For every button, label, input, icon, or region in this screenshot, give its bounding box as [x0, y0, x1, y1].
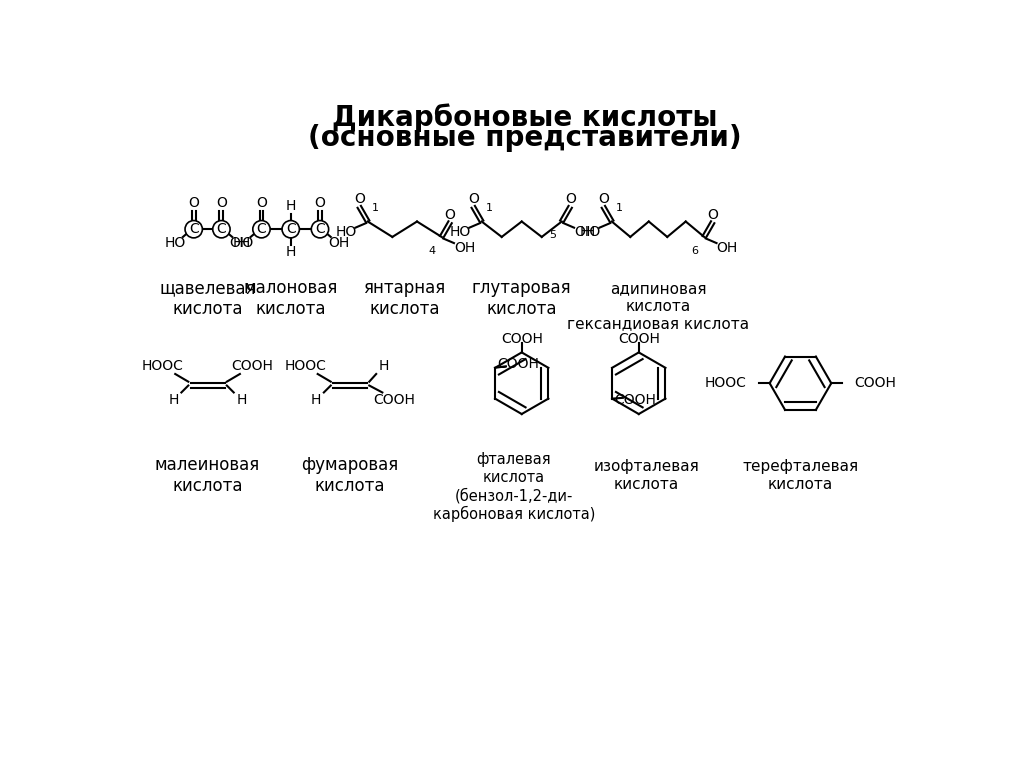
Text: малоновая
кислота: малоновая кислота: [244, 279, 338, 318]
Text: COOH: COOH: [501, 332, 543, 346]
Text: O: O: [354, 192, 365, 206]
Text: HOOC: HOOC: [285, 359, 327, 373]
Text: H: H: [379, 359, 389, 373]
Text: C: C: [315, 222, 325, 237]
Text: H: H: [286, 199, 296, 214]
Text: 1: 1: [485, 203, 493, 213]
Text: O: O: [216, 196, 227, 210]
Text: HOOC: HOOC: [142, 359, 184, 373]
Text: HO: HO: [165, 236, 185, 250]
Text: (основные представители): (основные представители): [308, 124, 741, 152]
Text: COOH: COOH: [231, 359, 273, 373]
Text: O: O: [188, 196, 199, 210]
Text: C: C: [286, 222, 296, 237]
Text: O: O: [598, 192, 609, 206]
Text: H: H: [311, 393, 322, 407]
Text: 1: 1: [616, 203, 623, 213]
Text: H: H: [237, 393, 247, 407]
Text: HO: HO: [580, 225, 601, 240]
Text: адипиновая
кислота
гександиовая кислота: адипиновая кислота гександиовая кислота: [567, 281, 750, 331]
Text: COOH: COOH: [614, 393, 656, 407]
Text: C: C: [216, 222, 226, 237]
Text: O: O: [468, 192, 478, 206]
Text: Дикарбоновые кислоты: Дикарбоновые кислоты: [332, 103, 718, 132]
Text: глутаровая
кислота: глутаровая кислота: [472, 279, 571, 318]
Text: HOOC: HOOC: [705, 376, 746, 390]
Text: терефталевая
кислота: терефталевая кислота: [742, 459, 858, 492]
Text: OH: OH: [328, 236, 349, 250]
Text: H: H: [286, 245, 296, 260]
Text: HO: HO: [336, 225, 356, 240]
Text: H: H: [169, 393, 179, 407]
Text: OH: OH: [454, 240, 475, 255]
Text: O: O: [444, 207, 456, 221]
Text: HO: HO: [450, 225, 471, 240]
Text: COOH: COOH: [498, 357, 539, 371]
Text: O: O: [708, 207, 718, 221]
Text: фталевая
кислота
(бензол-1,2-ди-
карбоновая кислота): фталевая кислота (бензол-1,2-ди- карбоно…: [433, 452, 595, 522]
Text: янтарная
кислота: янтарная кислота: [364, 279, 445, 318]
Text: C: C: [257, 222, 266, 237]
Text: O: O: [565, 192, 575, 206]
Text: 1: 1: [372, 203, 379, 213]
Text: малеиновая
кислота: малеиновая кислота: [155, 456, 260, 495]
Text: OH: OH: [717, 240, 738, 255]
Text: 4: 4: [429, 246, 436, 256]
Text: O: O: [256, 196, 267, 210]
Text: COOH: COOH: [617, 332, 659, 346]
Text: COOH: COOH: [374, 393, 416, 407]
Text: щавелевая
кислота: щавелевая кислота: [160, 279, 256, 318]
Text: OH: OH: [574, 225, 596, 240]
Text: 5: 5: [549, 230, 556, 240]
Text: HO: HO: [232, 236, 254, 250]
Text: изофталевая
кислота: изофталевая кислота: [594, 459, 699, 492]
Text: фумаровая
кислота: фумаровая кислота: [301, 456, 398, 495]
Text: COOH: COOH: [854, 376, 896, 390]
Text: OH: OH: [229, 236, 251, 250]
Text: 6: 6: [691, 246, 698, 256]
Text: O: O: [314, 196, 326, 210]
Text: C: C: [188, 222, 199, 237]
